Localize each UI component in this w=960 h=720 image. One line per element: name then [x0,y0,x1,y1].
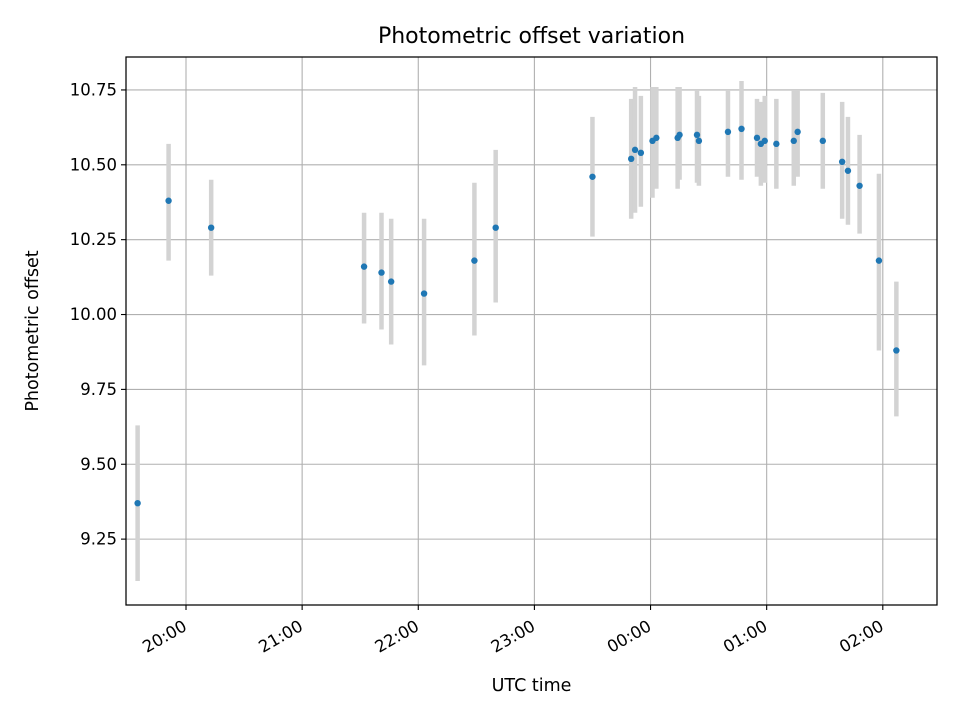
data-point [653,134,660,142]
data-point [627,155,635,163]
data-point [360,263,368,270]
data-point [794,128,801,136]
y-tick-label: 9.50 [80,455,117,474]
chart-title: Photometric offset variation [378,24,685,49]
data-point [844,167,852,174]
data-point [893,347,900,354]
data-point [838,158,846,166]
data-point [631,146,639,154]
data-point [724,128,732,136]
y-tick-label: 10.25 [70,230,117,249]
data-point [387,278,395,285]
y-axis-ticks: 9.25 9.50 9.75 10.00 10.25 10.50 10.75 [70,80,126,549]
data-point [589,173,596,180]
y-tick-label: 10.75 [70,80,117,99]
data-point [773,140,780,148]
y-tick-label: 9.75 [80,380,117,399]
y-axis-label: Photometric offset [23,250,43,411]
data-points [134,125,900,507]
data-point [761,137,768,145]
data-point [492,224,499,231]
data-point [471,257,478,264]
data-point [819,137,827,145]
y-tick-label: 10.50 [70,155,117,174]
x-axis-label: UTC time [492,676,572,696]
data-point [378,269,385,276]
data-point [693,131,701,139]
data-point [637,149,645,157]
data-point [165,197,172,204]
data-point [695,137,703,145]
data-point [676,131,683,139]
data-point [790,137,797,145]
y-tick-label: 9.25 [80,530,117,549]
data-point [753,134,761,142]
data-point [738,125,745,133]
data-point [134,499,141,507]
data-point [420,290,428,297]
data-point [207,224,215,231]
data-point [875,257,883,264]
y-tick-label: 10.00 [70,305,117,324]
plot-frame [125,56,938,606]
data-point [856,182,863,189]
